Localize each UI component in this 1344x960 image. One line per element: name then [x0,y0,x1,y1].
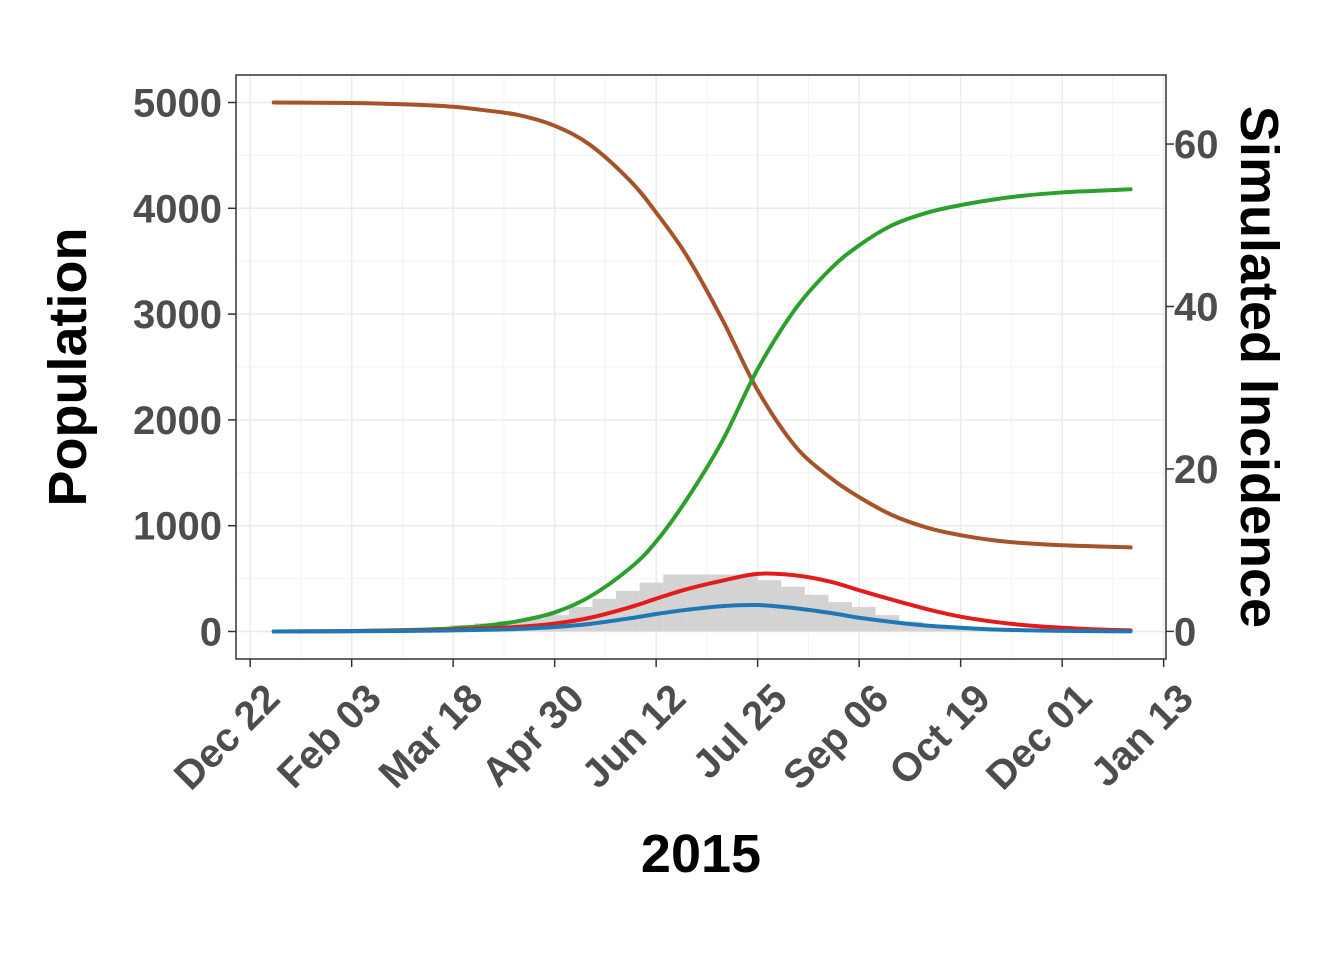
incidence-bar [946,628,971,632]
incidence-bar [899,621,923,632]
x-tick-label: Apr 30 [474,676,593,795]
incidence-bar [639,582,664,632]
y-tick-label: 0 [200,610,222,654]
y2-tick-label: 20 [1174,448,1219,492]
y2-axis-title: Simulated Incidence [1229,106,1289,628]
y2-tick-label: 40 [1174,285,1219,329]
grid-lines [236,75,1166,659]
series-line-2 [271,187,1133,634]
incidence-bar [828,602,853,632]
y2-tick-label: 0 [1174,610,1196,654]
series-lines [271,100,1133,634]
x-tick-label: Sep 06 [775,676,897,798]
x-axis-title: 2015 [641,824,761,884]
incidence-bar [710,574,735,632]
y-tick-label: 1000 [133,505,222,549]
incidence-bar [734,574,758,632]
incidence-bar [922,626,947,632]
x-tick-label: Jan 13 [1083,676,1202,795]
y-tick-label: 3000 [133,293,222,337]
series-line-4 [271,602,1133,634]
y-tick-label: 2000 [133,399,222,443]
y-tick-label: 4000 [133,187,222,231]
x-tick-label: Oct 19 [881,676,999,794]
series-line-1 [271,100,1133,550]
y2-tick-label: 60 [1174,123,1219,167]
x-tick-label: Dec 22 [166,676,288,798]
x-tick-label: Feb 03 [269,676,390,797]
x-tick-label: Jun 12 [574,676,695,797]
incidence-bar [804,594,829,632]
x-tick-label: Dec 01 [978,676,1100,798]
y-tick-label: 5000 [133,82,222,126]
plot-border [235,74,1167,660]
incidence-bar [663,574,687,632]
axis-ticks [228,101,1174,667]
y-axis-title: Population [38,228,98,507]
x-tick-label: Mar 18 [371,676,492,797]
